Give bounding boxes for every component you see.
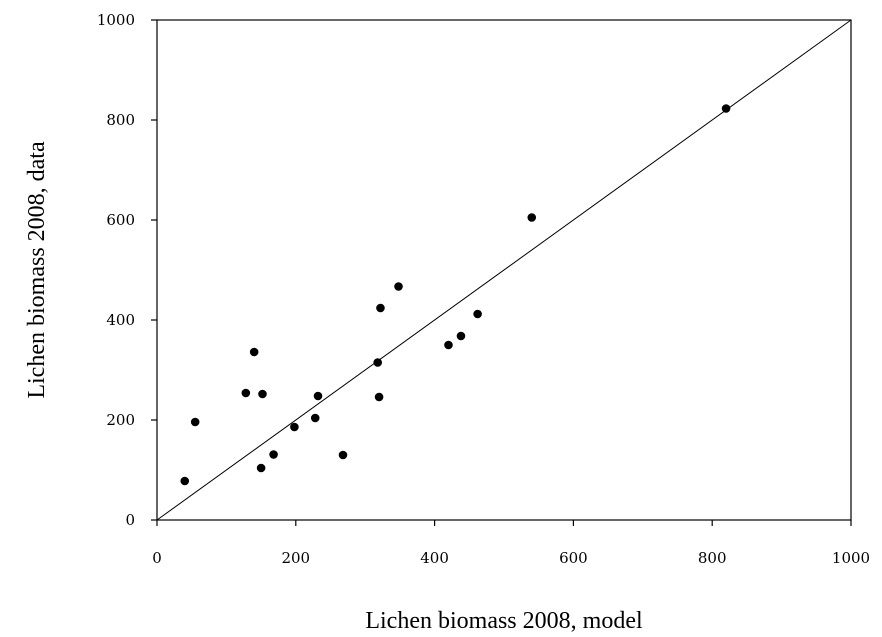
y-tick-label: 600 (106, 211, 135, 229)
data-point (338, 450, 348, 460)
y-tick-label: 1000 (97, 11, 135, 29)
data-point (527, 213, 537, 222)
x-tick-label: 0 (152, 549, 162, 567)
y-axis-ticks: 0 200 400 600 800 1000 (97, 11, 157, 529)
data-point (258, 389, 267, 399)
data-point (313, 391, 323, 401)
data-point (456, 331, 466, 341)
reference-line (156, 19, 852, 521)
data-point (310, 413, 320, 423)
data-point (290, 422, 299, 432)
data-point (190, 417, 200, 427)
data-point (473, 309, 482, 319)
data-point (241, 388, 251, 398)
data-point (376, 303, 385, 313)
y-tick-label: 800 (106, 111, 135, 129)
data-point (180, 476, 190, 486)
y-axis-title: Lichen biomass 2008, data (24, 141, 50, 399)
y-tick-label: 400 (106, 311, 135, 329)
data-points (180, 104, 731, 486)
x-tick-label: 400 (420, 549, 449, 567)
data-point (721, 104, 731, 113)
y-tick-label: 0 (125, 511, 135, 529)
data-point (269, 450, 278, 459)
data-point (249, 347, 259, 357)
data-point (374, 392, 384, 402)
x-tick-label: 600 (559, 549, 588, 567)
x-axis-title: Lichen biomass 2008, model (365, 608, 643, 634)
data-point (394, 282, 403, 291)
y-tick-label: 200 (106, 411, 135, 429)
data-point (373, 358, 382, 367)
x-tick-label: 800 (698, 549, 727, 567)
x-tick-label: 200 (281, 549, 310, 567)
x-tick-label: 1000 (832, 549, 870, 567)
x-axis-ticks: 0 200 400 600 800 1000 (152, 520, 870, 567)
data-point (444, 340, 453, 350)
data-point (256, 463, 266, 473)
